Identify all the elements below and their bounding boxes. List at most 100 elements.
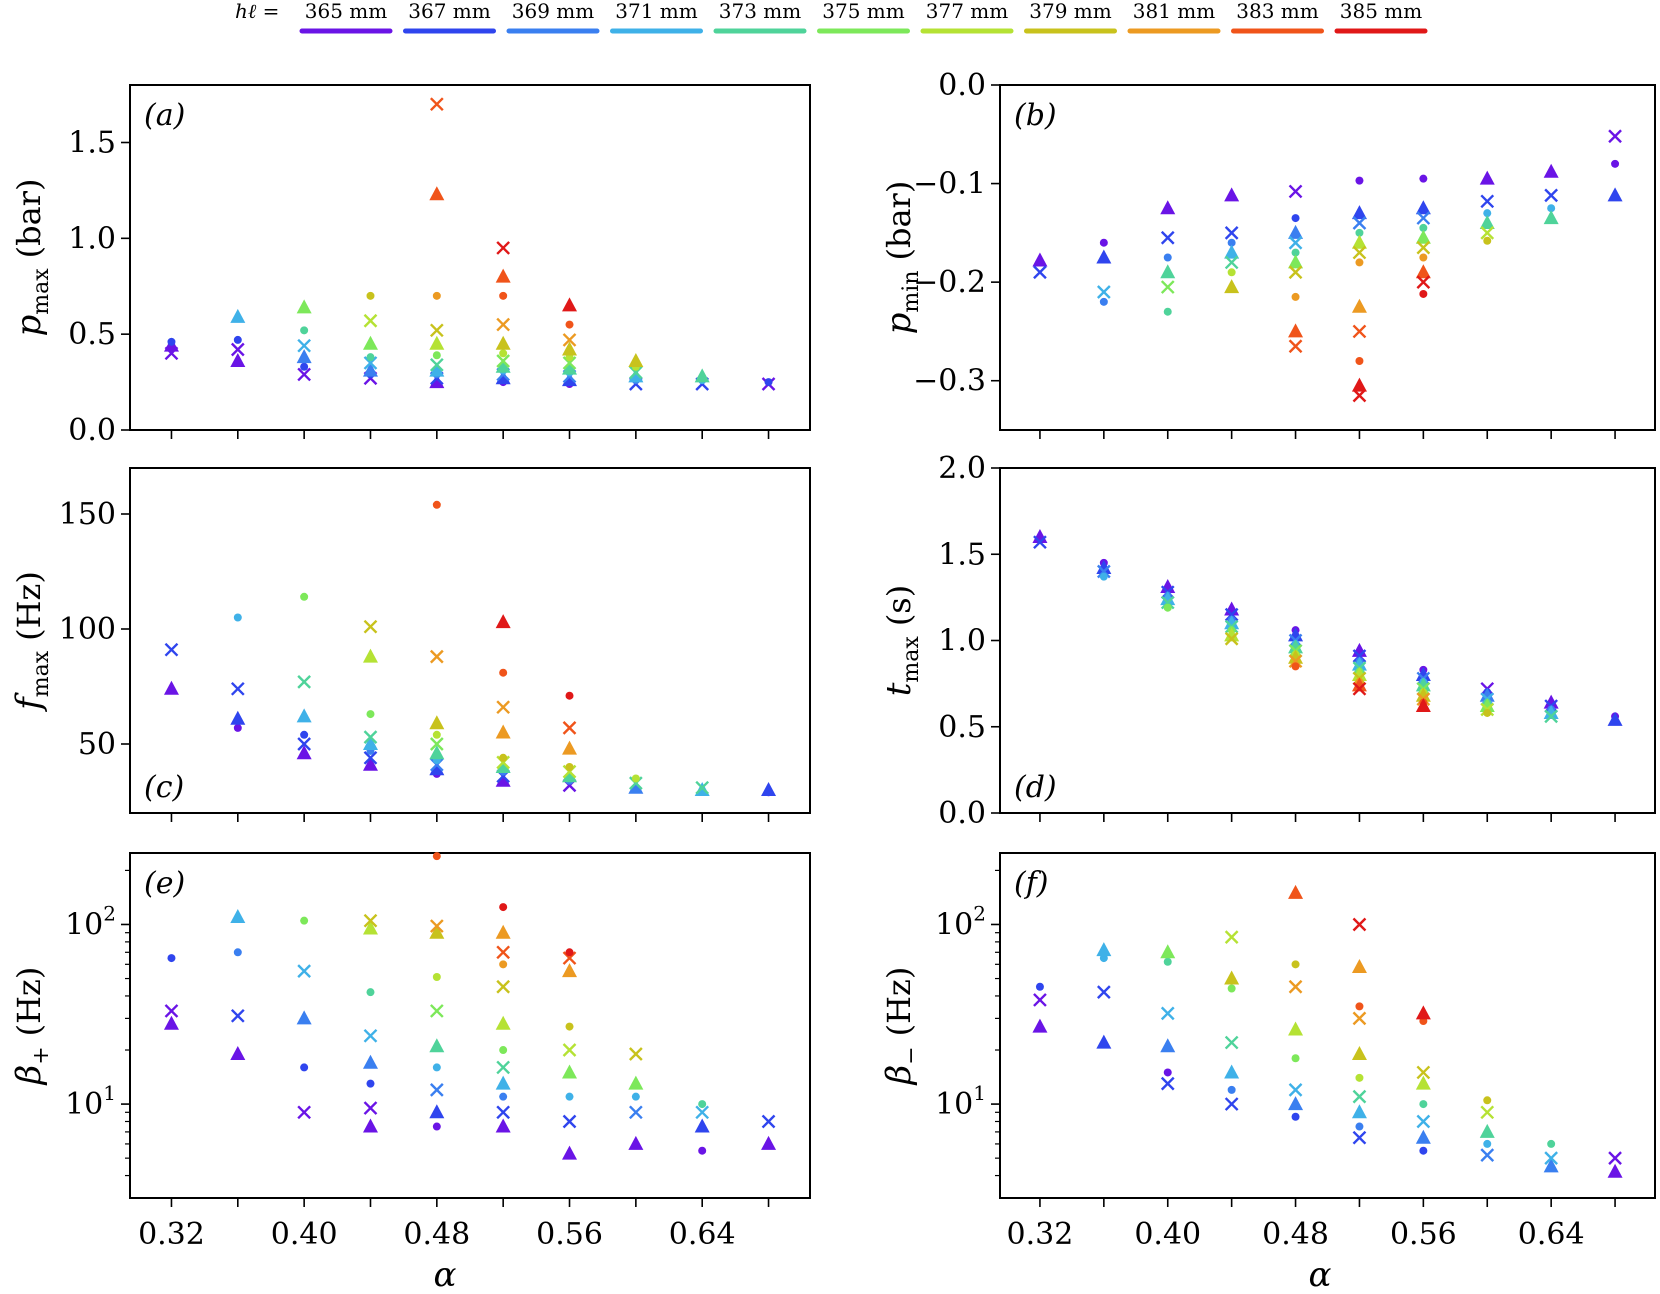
- data-point-dot: [1355, 258, 1364, 267]
- x-tick-label: 0.64: [1518, 1217, 1585, 1252]
- data-point-dot: [1291, 960, 1300, 969]
- data-point-cross: [496, 317, 511, 332]
- legend-label: 383 mm: [1236, 0, 1318, 23]
- x-axis-title-right: α: [1309, 1255, 1332, 1294]
- y-tick-label: 0.0: [938, 68, 986, 103]
- data-point-cross: [1480, 1105, 1495, 1120]
- data-point-triangle: [495, 772, 511, 787]
- data-point-dot: [1099, 238, 1108, 247]
- data-point-dot: [300, 326, 309, 335]
- panel-b: 0.0 −0.1 −0.2 −0.3 pmin(bar) (b): [879, 68, 1656, 439]
- data-point-triangle: [1224, 279, 1240, 294]
- x-tick-label: 0.32: [1007, 1217, 1074, 1252]
- data-point-dot: [432, 972, 441, 981]
- data-point-triangle: [230, 909, 246, 924]
- data-point-triangle: [429, 1038, 445, 1053]
- data-point-dot: [499, 903, 508, 912]
- data-point-cross: [297, 675, 311, 689]
- panel-a: 0.0 0.5 1.0 1.5 pmax(bar) (a): [9, 84, 811, 448]
- panel-tag: (e): [144, 866, 185, 901]
- data-point-triangle: [1224, 970, 1240, 985]
- data-point-cross: [1608, 1151, 1622, 1166]
- data-point-cross: [496, 700, 511, 715]
- data-point-cross: [1416, 1065, 1431, 1080]
- data-point-cross: [1160, 1076, 1175, 1091]
- data-point-dot: [698, 1100, 707, 1109]
- data-point-triangle: [1351, 377, 1367, 392]
- data-point-cross: [496, 755, 511, 770]
- data-point-cross: [562, 721, 577, 735]
- axes-frame: [999, 467, 1656, 814]
- data-point-dot: [1419, 289, 1428, 298]
- data-point-cross: [1224, 607, 1239, 622]
- data-point-triangle: [1224, 187, 1240, 202]
- data-point-cross: [1224, 226, 1239, 240]
- data-point-triangle: [628, 1075, 644, 1090]
- data-point-dot: [300, 592, 309, 601]
- data-point-cross: [1224, 255, 1239, 270]
- data-point-cross: [297, 1105, 311, 1120]
- data-point-cross: [1416, 1114, 1431, 1129]
- data-point-triangle: [562, 963, 578, 978]
- data-point-dot: [1227, 1085, 1236, 1094]
- data-point-triangle: [429, 761, 445, 776]
- y-tick-label: 102: [65, 901, 116, 942]
- data-point-cross: [1416, 211, 1431, 225]
- legend-label: 381 mm: [1133, 0, 1215, 23]
- data-point-triangle: [362, 335, 378, 350]
- data-point-dot: [366, 710, 375, 719]
- data-point-triangle: [562, 372, 578, 387]
- data-point-dot: [1355, 1122, 1364, 1131]
- data-point-cross: [1288, 339, 1303, 354]
- data-point-dot: [499, 291, 508, 300]
- data-point-dot: [1291, 248, 1300, 257]
- legend-prefix: hℓ =: [235, 0, 279, 23]
- axes-frame: [999, 84, 1656, 431]
- data-point-triangle: [628, 1135, 644, 1150]
- data-point-cross: [1096, 985, 1111, 999]
- data-point-cross: [429, 649, 444, 664]
- data-point-dot: [300, 730, 309, 739]
- data-point-dot: [1483, 708, 1492, 717]
- data-point-triangle: [296, 299, 312, 314]
- data-point-cross: [429, 357, 444, 372]
- data-point-dot: [1291, 1054, 1300, 1063]
- data-point-triangle: [1415, 667, 1431, 681]
- data-point-triangle: [1160, 200, 1176, 215]
- data-point-triangle: [495, 1075, 511, 1090]
- data-point-cross: [1352, 681, 1367, 696]
- data-point-dot: [366, 1079, 375, 1088]
- data-point-cross: [363, 356, 378, 370]
- data-point-triangle: [1160, 591, 1176, 606]
- data-point-dot: [233, 335, 242, 344]
- data-point-dot: [1547, 1139, 1556, 1148]
- data-point-dot: [233, 613, 242, 622]
- data-point-triangle: [1415, 1005, 1431, 1020]
- data-point-cross: [496, 1105, 511, 1120]
- data-point-triangle: [562, 768, 578, 783]
- y-tick-label: 0.0: [938, 796, 986, 831]
- data-point-triangle: [1160, 944, 1176, 959]
- data-point-cross: [363, 730, 378, 744]
- data-point-dot: [631, 1092, 640, 1101]
- data-point-dot: [499, 349, 508, 358]
- data-point-dot: [499, 960, 508, 969]
- data-point-triangle: [562, 1064, 578, 1079]
- y-tick-label: 150: [59, 497, 116, 532]
- x-tick-label: 0.48: [403, 1217, 470, 1252]
- data-point-dot: [1099, 297, 1108, 306]
- data-point-cross: [1480, 194, 1495, 209]
- data-point-cross: [429, 1083, 444, 1097]
- data-point-dot: [167, 337, 176, 346]
- data-point-triangle: [1415, 698, 1431, 713]
- data-point-triangle: [1160, 264, 1176, 279]
- data-point-triangle: [362, 1118, 378, 1133]
- data-point-dot: [300, 1063, 309, 1072]
- data-point-cross: [1096, 285, 1111, 299]
- data-point-cross: [629, 1047, 643, 1061]
- data-point-triangle: [1479, 698, 1495, 713]
- data-point-triangle: [362, 756, 378, 771]
- data-point-triangle: [1096, 249, 1112, 264]
- data-point-triangle: [562, 297, 578, 312]
- data-point-triangle: [495, 268, 511, 283]
